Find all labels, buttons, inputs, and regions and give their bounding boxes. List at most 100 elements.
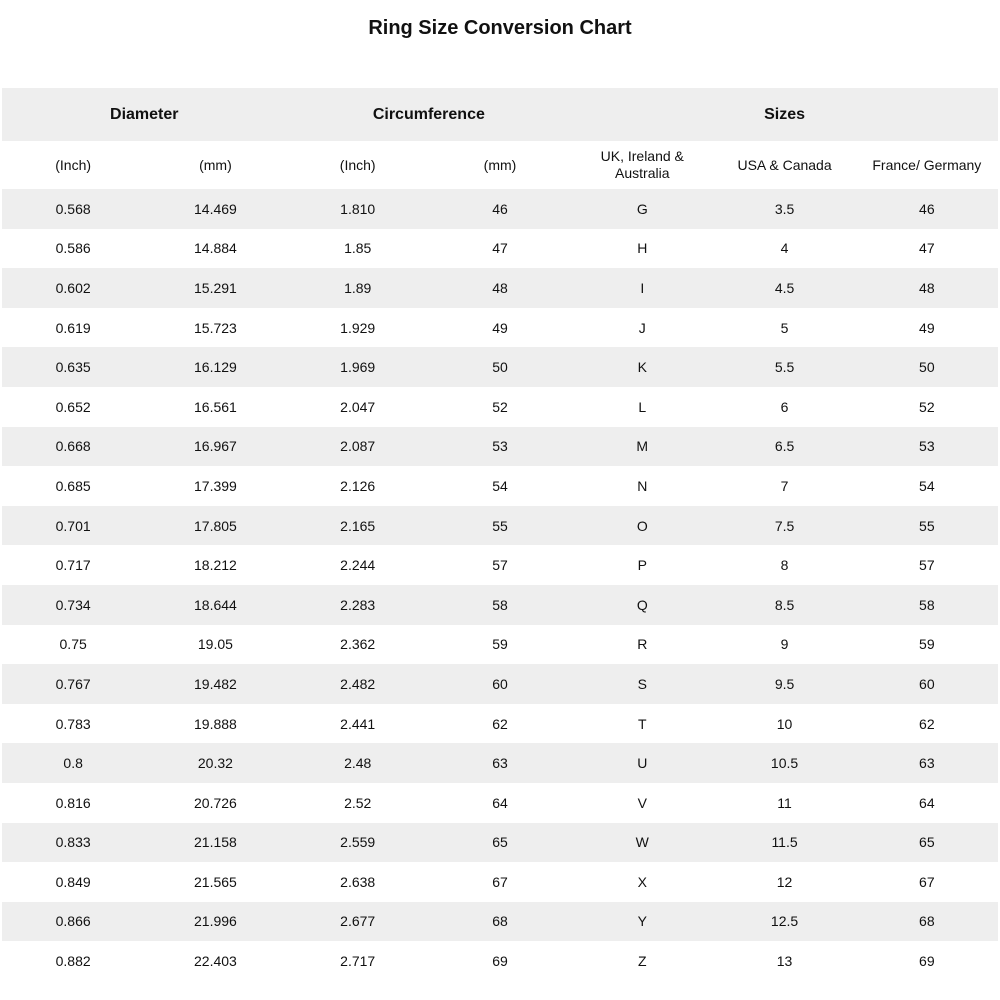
cell-us-size: 9.5	[774, 675, 795, 692]
cell-us-size: 4.5	[774, 279, 795, 296]
cell-uk-size: W	[635, 834, 649, 851]
cell-eu-size: 68	[919, 913, 935, 930]
cell-eu-size: 60	[919, 675, 935, 692]
header-diameter-mm: (mm)	[199, 156, 232, 173]
cell-diameter-mm: 18.644	[194, 596, 237, 613]
cell-diameter-mm: 16.561	[194, 398, 237, 415]
cell-uk-size: Z	[637, 953, 647, 970]
cell-uk-size: S	[637, 675, 647, 692]
cell-diameter-inch: 0.619	[55, 319, 91, 336]
table-row: 0.568 14.469 1.810 46 G 3.5 46	[2, 189, 998, 229]
header-us-size: USA & Canada	[737, 156, 832, 173]
table-row: 0.685 17.399 2.126 54 N 7 54	[2, 466, 998, 506]
cell-circumference-mm: 58	[492, 596, 508, 613]
cell-circumference-mm: 63	[492, 755, 508, 772]
cell-diameter-mm: 19.888	[194, 715, 237, 732]
cell-diameter-mm: 20.726	[194, 794, 237, 811]
cell-diameter-mm: 14.469	[194, 200, 237, 217]
cell-diameter-inch: 0.833	[55, 834, 91, 851]
cell-uk-size: T	[637, 715, 647, 732]
cell-uk-size: G	[636, 200, 648, 217]
cell-circumference-mm: 68	[492, 913, 508, 930]
cell-diameter-mm: 21.996	[194, 913, 237, 930]
cell-uk-size: N	[637, 477, 648, 494]
cell-diameter-inch: 0.767	[55, 675, 91, 692]
cell-uk-size: H	[637, 240, 648, 257]
cell-diameter-mm: 17.399	[194, 477, 237, 494]
table-row: 0.833 21.158 2.559 65 W 11.5 65	[2, 822, 998, 863]
cell-us-size: 3.5	[774, 200, 795, 217]
table-row: 0.602 15.291 1.89 48 I 4.5 48	[2, 268, 998, 308]
cell-uk-size: K	[637, 359, 647, 376]
cell-circumference-mm: 69	[492, 953, 508, 970]
cell-diameter-mm: 19.482	[194, 675, 237, 692]
cell-uk-size: L	[638, 398, 647, 415]
cell-uk-size: M	[636, 438, 649, 455]
cell-diameter-inch: 0.668	[55, 438, 91, 455]
cell-eu-size: 62	[919, 715, 935, 732]
cell-us-size: 8	[780, 557, 789, 574]
cell-diameter-inch: 0.685	[55, 477, 91, 494]
cell-diameter-inch: 0.849	[55, 873, 91, 890]
cell-circumference-mm: 60	[492, 675, 508, 692]
cell-diameter-mm: 19.05	[197, 636, 233, 653]
cell-circumference-inch: 2.087	[340, 438, 376, 455]
cell-circumference-mm: 55	[492, 517, 508, 534]
cell-diameter-mm: 21.158	[194, 834, 237, 851]
cell-us-size: 5.5	[774, 359, 795, 376]
cell-diameter-inch: 0.734	[55, 596, 91, 613]
cell-diameter-mm: 17.805	[194, 517, 237, 534]
cell-uk-size: J	[638, 319, 646, 336]
cell-eu-size: 55	[919, 517, 935, 534]
cell-us-size: 11	[777, 794, 792, 811]
cell-us-size: 10	[776, 715, 793, 732]
cell-uk-size: X	[637, 873, 647, 890]
cell-us-size: 5	[780, 319, 789, 336]
cell-diameter-mm: 14.884	[194, 240, 237, 257]
table-row: 0.619 15.723 1.929 49 J 5 49	[2, 308, 998, 348]
cell-us-size: 11.5	[771, 834, 798, 851]
table-row: 0.701 17.805 2.165 55 O 7.5 55	[2, 505, 998, 546]
cell-diameter-inch: 0.586	[55, 240, 91, 257]
cell-circumference-inch: 2.441	[340, 715, 376, 732]
cell-diameter-mm: 15.291	[194, 279, 237, 296]
cell-diameter-mm: 20.32	[197, 755, 233, 772]
cell-circumference-mm: 67	[492, 873, 508, 890]
cell-circumference-inch: 2.283	[340, 596, 376, 613]
cell-circumference-inch: 2.52	[344, 794, 372, 811]
cell-diameter-inch: 0.717	[55, 557, 91, 574]
table-row: 0.668 16.967 2.087 53 M 6.5 53	[2, 426, 998, 467]
cell-diameter-mm: 16.967	[194, 438, 237, 455]
cell-diameter-inch: 0.783	[55, 715, 91, 732]
table-row: 0.586 14.884 1.85 47 H 4 47	[2, 229, 998, 269]
cell-circumference-inch: 1.929	[340, 319, 376, 336]
cell-us-size: 9	[780, 636, 789, 653]
cell-diameter-mm: 22.403	[194, 953, 237, 970]
table-row: 0.866 21.996 2.677 68 Y 12.5 68	[2, 901, 998, 942]
cell-circumference-inch: 2.362	[340, 636, 376, 653]
cell-circumference-mm: 65	[492, 834, 508, 851]
cell-uk-size: I	[640, 279, 645, 296]
cell-circumference-inch: 2.482	[340, 675, 376, 692]
cell-circumference-inch: 2.126	[340, 477, 376, 494]
cell-diameter-inch: 0.75	[59, 636, 87, 653]
cell-eu-size: 49	[919, 319, 935, 336]
cell-us-size: 10.5	[770, 755, 799, 772]
cell-eu-size: 69	[919, 953, 935, 970]
cell-circumference-mm: 53	[492, 438, 508, 455]
header-sizes: Sizes	[571, 88, 998, 141]
cell-diameter-inch: 0.602	[55, 279, 91, 296]
cell-eu-size: 67	[919, 873, 935, 890]
units-header-row: (Inch) (mm) (Inch) (mm) UK, Ireland & Au…	[2, 141, 998, 189]
table-row: 0.767 19.482 2.482 60 S 9.5 60	[2, 664, 998, 704]
cell-us-size: 12.5	[770, 913, 799, 930]
cell-circumference-mm: 52	[492, 398, 508, 415]
cell-eu-size: 46	[919, 200, 935, 217]
cell-eu-size: 47	[919, 240, 935, 257]
cell-diameter-inch: 0.635	[55, 359, 91, 376]
cell-circumference-mm: 48	[492, 279, 508, 296]
header-circumference: Circumference	[286, 88, 572, 141]
cell-circumference-inch: 2.559	[340, 834, 376, 851]
cell-eu-size: 59	[919, 636, 935, 653]
cell-eu-size: 50	[919, 359, 935, 376]
